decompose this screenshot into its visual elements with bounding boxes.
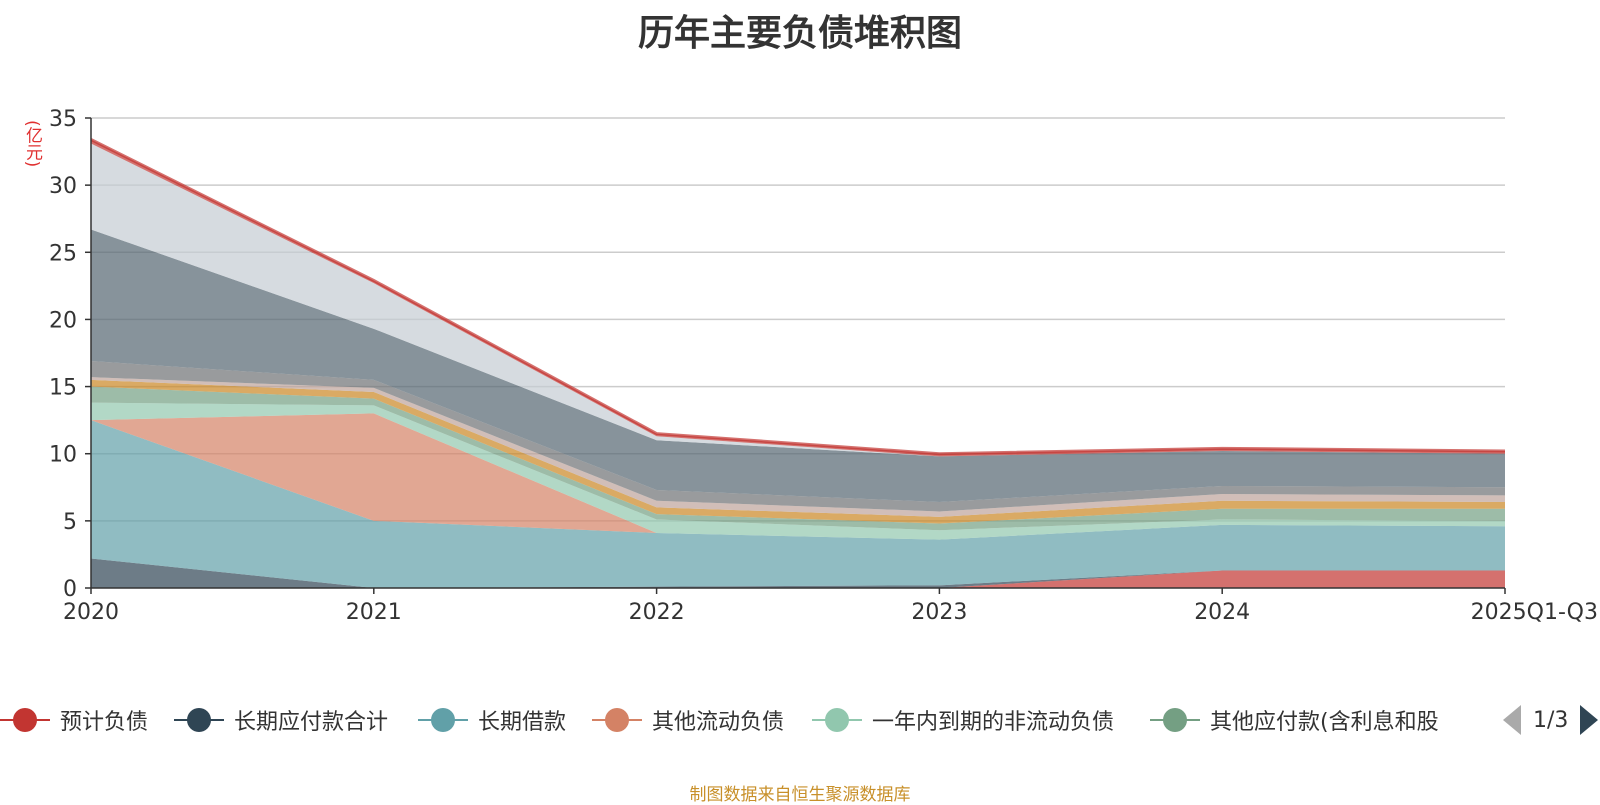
legend-swatch-icon: [592, 708, 642, 732]
area-series-2: [91, 420, 1505, 588]
y-tick-label: 0: [63, 577, 77, 602]
legend-swatch-icon: [0, 708, 50, 732]
y-tick-label: 30: [49, 174, 77, 199]
top-series-line: [90, 138, 1506, 456]
area-series-9: [91, 229, 1505, 503]
y-tick-label: 20: [49, 308, 77, 333]
y-tick-label: 10: [49, 443, 77, 468]
chart-title: 历年主要负债堆积图: [637, 13, 962, 54]
legend-item[interactable]: 一年内到期的非流动负债: [812, 700, 1114, 740]
data-source-note: 制图数据来自恒生聚源数据库: [689, 785, 911, 805]
y-axis-unit-label: (亿元): [22, 120, 42, 168]
legend-item[interactable]: 长期应付款合计: [174, 700, 388, 740]
legend-prev-page-icon[interactable]: [1503, 705, 1521, 735]
y-tick-label: 25: [49, 241, 77, 266]
area-series-3: [91, 413, 1505, 540]
x-tick-label: 2024: [1194, 600, 1250, 625]
legend-item[interactable]: 长期借款: [418, 700, 566, 740]
area-series-0: [91, 570, 1505, 588]
legend-label: 其他应付款(含利息和股: [1210, 710, 1439, 735]
legend-label: 长期借款: [478, 710, 567, 735]
legend-swatch-icon: [418, 708, 468, 732]
area-series-5: [91, 386, 1505, 531]
area-series-1: [91, 558, 1505, 588]
y-tick-label: 5: [63, 510, 77, 535]
legend-page-indicator: 1/3: [1533, 707, 1569, 733]
area-series-4: [91, 402, 1505, 540]
legend-swatch-icon: [174, 708, 224, 732]
area-series-10: [91, 143, 1505, 457]
area-series-8: [91, 361, 1505, 512]
legend-item[interactable]: 其他应付款(含利息和股: [1150, 700, 1439, 740]
x-tick-label: 2023: [911, 600, 967, 625]
x-tick-label: 2025Q1-Q3: [1471, 600, 1598, 625]
legend-swatch-icon: [1150, 708, 1200, 732]
legend-item[interactable]: 其他流动负债: [592, 700, 784, 740]
legend-label: 其他流动负债: [652, 710, 785, 735]
legend-label: 长期应付款合计: [234, 710, 389, 735]
legend-swatch-icon: [812, 708, 862, 732]
legend-item[interactable]: 预计负债: [0, 700, 148, 740]
y-tick-label: 35: [49, 107, 77, 132]
chart-legend: 预计负债 长期应付款合计 长期借款 其他流动负债 一年内到期的非流动负债 其他应付款(含利…: [0, 700, 1600, 740]
y-tick-label: 15: [49, 376, 77, 401]
legend-label: 一年内到期的非流动负债: [872, 710, 1115, 735]
legend-label: 预计负债: [60, 710, 149, 735]
x-tick-label: 2020: [63, 600, 119, 625]
legend-pager: 1/3: [1503, 705, 1599, 735]
x-tick-label: 2022: [629, 600, 685, 625]
x-tick-label: 2021: [346, 600, 402, 625]
legend-next-page-icon[interactable]: [1580, 705, 1599, 735]
